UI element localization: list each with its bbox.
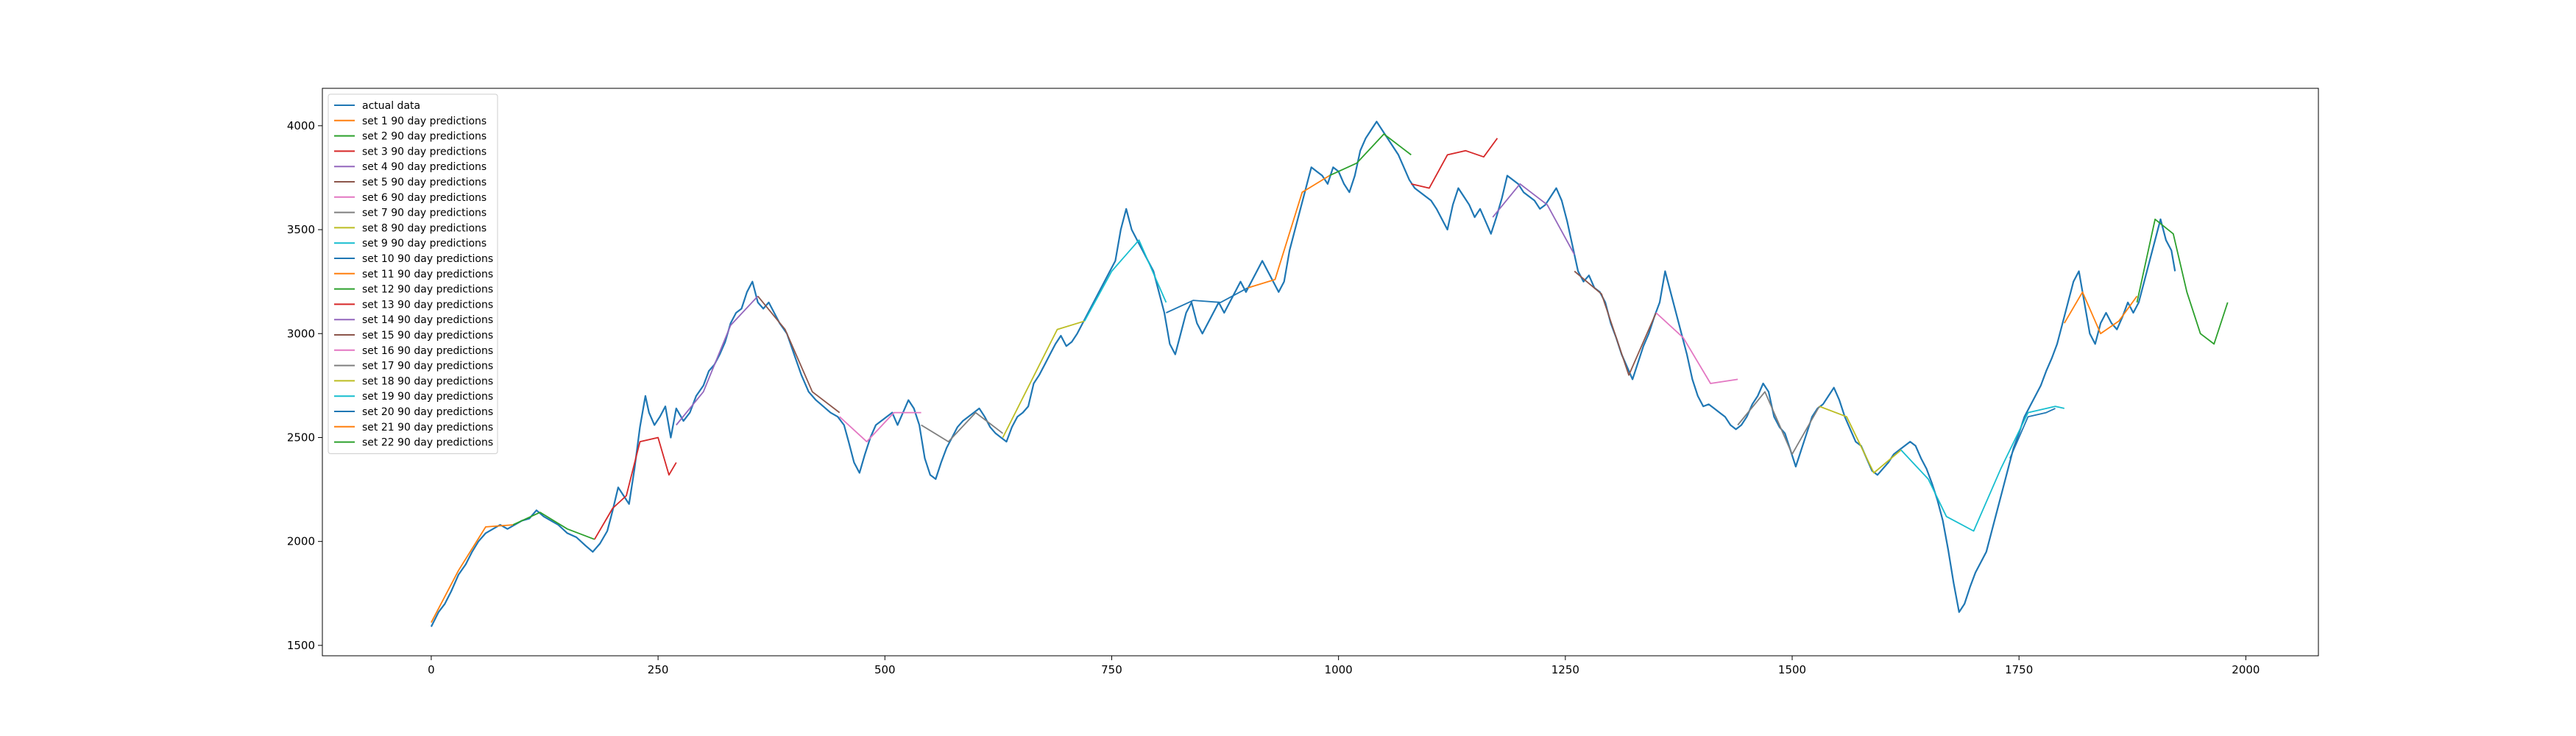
- legend-label: set 13 90 day predictions: [362, 299, 493, 311]
- series-prediction-set-5: [757, 295, 841, 414]
- legend-box: [328, 93, 498, 454]
- series-prediction-set-21: [2064, 291, 2138, 335]
- series-prediction-set-22: [2136, 219, 2229, 345]
- legend-label: set 5 90 day predictions: [362, 177, 486, 188]
- y-tick-label: 4000: [287, 119, 315, 132]
- series-prediction-set-15: [1574, 270, 1657, 376]
- series-prediction-set-20: [2009, 408, 2056, 459]
- y-tick-label: 2000: [287, 535, 315, 548]
- x-tick-label: 0: [428, 663, 435, 676]
- legend-label: set 3 90 day predictions: [362, 146, 486, 158]
- series-prediction-set-13: [1411, 138, 1498, 189]
- legend-label: set 15 90 day predictions: [362, 330, 493, 342]
- legend-label: set 7 90 day predictions: [362, 208, 486, 219]
- legend: actual data set 1 90 day predictions set 2…: [328, 93, 498, 454]
- series-prediction-set-9: [1083, 239, 1167, 322]
- legend-label: set 18 90 day predictions: [362, 375, 493, 387]
- y-tick-label: 3500: [287, 223, 315, 236]
- legend-label: set 10 90 day predictions: [362, 253, 493, 265]
- y-tick-label: 3000: [287, 327, 315, 340]
- axes-layer: 0 250 500 750 1000 1250 1500 1750 2000 1500 2000 25…: [287, 119, 2260, 676]
- series-prediction-set-1: [431, 524, 513, 623]
- legend-label: set 8 90 day predictions: [362, 222, 486, 234]
- series-prediction-set-16: [1655, 312, 1738, 384]
- y-tick-label: 1500: [287, 639, 315, 652]
- series-prediction-set-14: [1492, 183, 1575, 255]
- legend-label: set 14 90 day predictions: [362, 314, 493, 326]
- legend-label: set 9 90 day predictions: [362, 238, 486, 250]
- legend-label: set 4 90 day predictions: [362, 161, 486, 173]
- legend-label: set 21 90 day predictions: [362, 422, 493, 434]
- series-prediction-set-6: [839, 411, 921, 442]
- series-prediction-set-8: [1002, 320, 1085, 438]
- y-tick-label: 2500: [287, 431, 315, 444]
- series-prediction-set-2: [512, 512, 595, 540]
- legend-label: set 2 90 day predictions: [362, 131, 486, 143]
- series-prediction-set-19: [1900, 406, 2064, 532]
- series-prediction-set-12: [1328, 133, 1412, 177]
- series-prediction-set-4: [676, 295, 759, 426]
- x-tick-label: 250: [648, 663, 669, 676]
- x-tick-label: 1250: [1551, 663, 1579, 676]
- series-prediction-set-11: [1248, 174, 1330, 289]
- x-tick-label: 500: [874, 663, 896, 676]
- legend-label: set 19 90 day predictions: [362, 391, 493, 403]
- x-tick-label: 1750: [2005, 663, 2033, 676]
- series-prediction-set-10: [1166, 287, 1248, 314]
- series-actual-data: [430, 121, 2176, 627]
- x-tick-label: 2000: [2232, 663, 2260, 676]
- series-prediction-set-3: [594, 436, 677, 540]
- series-prediction-set-17: [1737, 391, 1820, 455]
- series-prediction-set-7: [921, 411, 1004, 442]
- legend-label: set 6 90 day predictions: [362, 192, 486, 204]
- series-layer: [430, 121, 2229, 627]
- series-prediction-set-18: [1819, 406, 1902, 474]
- x-tick-label: 750: [1101, 663, 1122, 676]
- legend-label: set 17 90 day predictions: [362, 361, 493, 372]
- legend-label: set 20 90 day predictions: [362, 406, 493, 418]
- legend-label: set 22 90 day predictions: [362, 437, 493, 449]
- x-tick-label: 1000: [1325, 663, 1353, 676]
- legend-label: set 11 90 day predictions: [362, 269, 493, 280]
- legend-label: actual data: [362, 100, 420, 112]
- legend-label: set 1 90 day predictions: [362, 116, 486, 127]
- plot-frame: [322, 88, 2319, 657]
- x-tick-label: 1500: [1778, 663, 1806, 676]
- legend-label: set 12 90 day predictions: [362, 284, 493, 296]
- legend-label: set 16 90 day predictions: [362, 345, 493, 357]
